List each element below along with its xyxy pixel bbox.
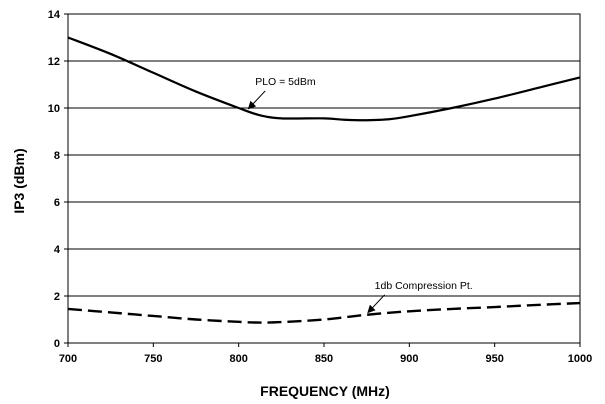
y-axis-title: IP3 (dBm) [11,148,27,213]
series-line-1 [67,301,581,324]
y-tick-label: 12 [48,56,60,68]
y-tick-label: 4 [54,244,61,256]
series-layer [67,36,581,324]
x-tick-labels: 700 750 800 850 900 950 1000 [59,353,592,365]
plot-area-border [67,13,581,344]
y-tick-label: 8 [54,150,60,162]
y-tick-label: 10 [48,103,60,115]
annotation-arrow-0 [247,90,266,110]
grid-lines [64,13,581,347]
x-tick-label: 700 [59,353,77,365]
x-tick-label: 1000 [568,353,592,365]
x-tick-label: 750 [144,353,162,365]
annotation-label: PLO = 5dBm [255,76,316,88]
annotations: PLO = 5dBm 1db Compression Pt. [247,76,473,314]
x-tick-label: 950 [485,353,503,365]
annotation-arrow-1 [367,294,386,314]
y-tick-labels: 0 2 4 6 8 10 12 14 [48,9,61,350]
x-tick-label: 850 [315,353,333,365]
x-tick-label: 800 [229,353,247,365]
y-tick-label: 2 [54,291,60,303]
y-tick-label: 14 [48,9,61,21]
annotation-label: 1db Compression Pt. [375,280,473,292]
x-axis-title: FREQUENCY (MHz) [260,383,390,399]
series-line-0 [67,36,581,122]
x-tick-label: 900 [400,353,418,365]
y-tick-label: 0 [54,338,60,350]
y-tick-label: 6 [54,197,60,209]
